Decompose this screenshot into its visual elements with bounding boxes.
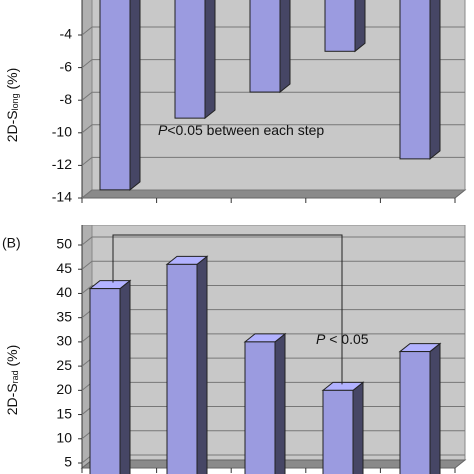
bar-front: [399, 0, 431, 160]
y-label-sub: long: [10, 93, 20, 110]
bar: [399, 0, 441, 160]
grid-line: [81, 260, 465, 270]
y-tick-label: -10: [52, 124, 72, 140]
floor: [80, 189, 467, 199]
y-axis-label: 2D-Slong (%): [4, 68, 21, 143]
annotation-text: < 0.05: [325, 331, 368, 347]
y-tick-label: -12: [52, 156, 72, 172]
annotation: P < 0.05: [316, 331, 369, 347]
bar: [165, 255, 209, 474]
grid-line: [81, 284, 465, 294]
annotation-text: <0.05 between each step: [167, 122, 324, 138]
annotation-italic: P: [316, 331, 326, 347]
bar-side: [429, 342, 441, 474]
grid-line: [81, 236, 465, 246]
y-tick-label: -6: [60, 58, 73, 74]
bar: [398, 342, 442, 474]
bar: [249, 0, 291, 94]
y-tick-label: -8: [60, 91, 73, 107]
grid-line: [81, 59, 465, 68]
bar: [321, 381, 365, 474]
y-tick-label: 5: [64, 454, 72, 470]
bar-front: [249, 0, 281, 93]
annotation: P<0.05 between each step: [158, 122, 324, 138]
bar-side: [354, 0, 366, 53]
bar: [243, 332, 287, 474]
bar-side: [274, 332, 286, 474]
bar-side: [279, 0, 291, 94]
bar-front: [166, 263, 198, 474]
y-label-unit: (%): [4, 68, 20, 94]
panel-label: (B): [2, 235, 21, 251]
bar-front: [89, 288, 121, 474]
y-tick-label: -4: [60, 26, 73, 42]
y-label-main: 2D-S: [4, 110, 20, 142]
bar-front: [324, 0, 356, 52]
bar-side: [129, 0, 141, 191]
bar-front: [244, 341, 276, 474]
bar-front: [99, 0, 131, 191]
bar-front: [399, 351, 431, 474]
y-tick-label: 15: [56, 405, 72, 421]
grid-line: [81, 189, 465, 199]
bar-side: [352, 381, 364, 474]
annotation-italic: P: [158, 122, 168, 138]
grid-line: [81, 91, 465, 101]
bar-side: [196, 255, 208, 474]
y-tick-label: 35: [56, 308, 72, 324]
y-axis-label: 2D-Srad (%): [4, 345, 21, 416]
y-tick-label: 20: [56, 381, 72, 397]
y-tick-label: 50: [56, 236, 72, 252]
chart-a: -4 -6 -8 -10 -12 -14 P<0.05 between each step: [52, 0, 467, 205]
chart-b: 5 10 15 20 25 30 35 40 45 50 P < 0.05: [56, 225, 467, 474]
y-tick-label: 40: [56, 284, 72, 300]
bar-side: [204, 0, 216, 120]
bar-front: [322, 389, 354, 474]
bar: [99, 0, 141, 191]
y-tick-label: -14: [52, 189, 72, 205]
y-tick-label: 45: [56, 260, 72, 276]
bar-side: [119, 279, 131, 474]
bar-side: [429, 0, 441, 160]
y-label-main: 2D-S: [4, 383, 20, 415]
y-tick-label: 25: [56, 357, 72, 373]
bar: [324, 0, 366, 53]
bar-front: [174, 0, 206, 119]
grid-line: [81, 124, 465, 134]
y-label-sub: rad: [10, 370, 20, 383]
y-tick-label: 10: [56, 429, 72, 445]
y-label-unit: (%): [4, 345, 20, 371]
grid-line: [81, 156, 465, 166]
bar: [88, 279, 132, 474]
bracket: [112, 234, 343, 385]
y-tick-label: 30: [56, 333, 72, 349]
bar: [174, 0, 216, 120]
